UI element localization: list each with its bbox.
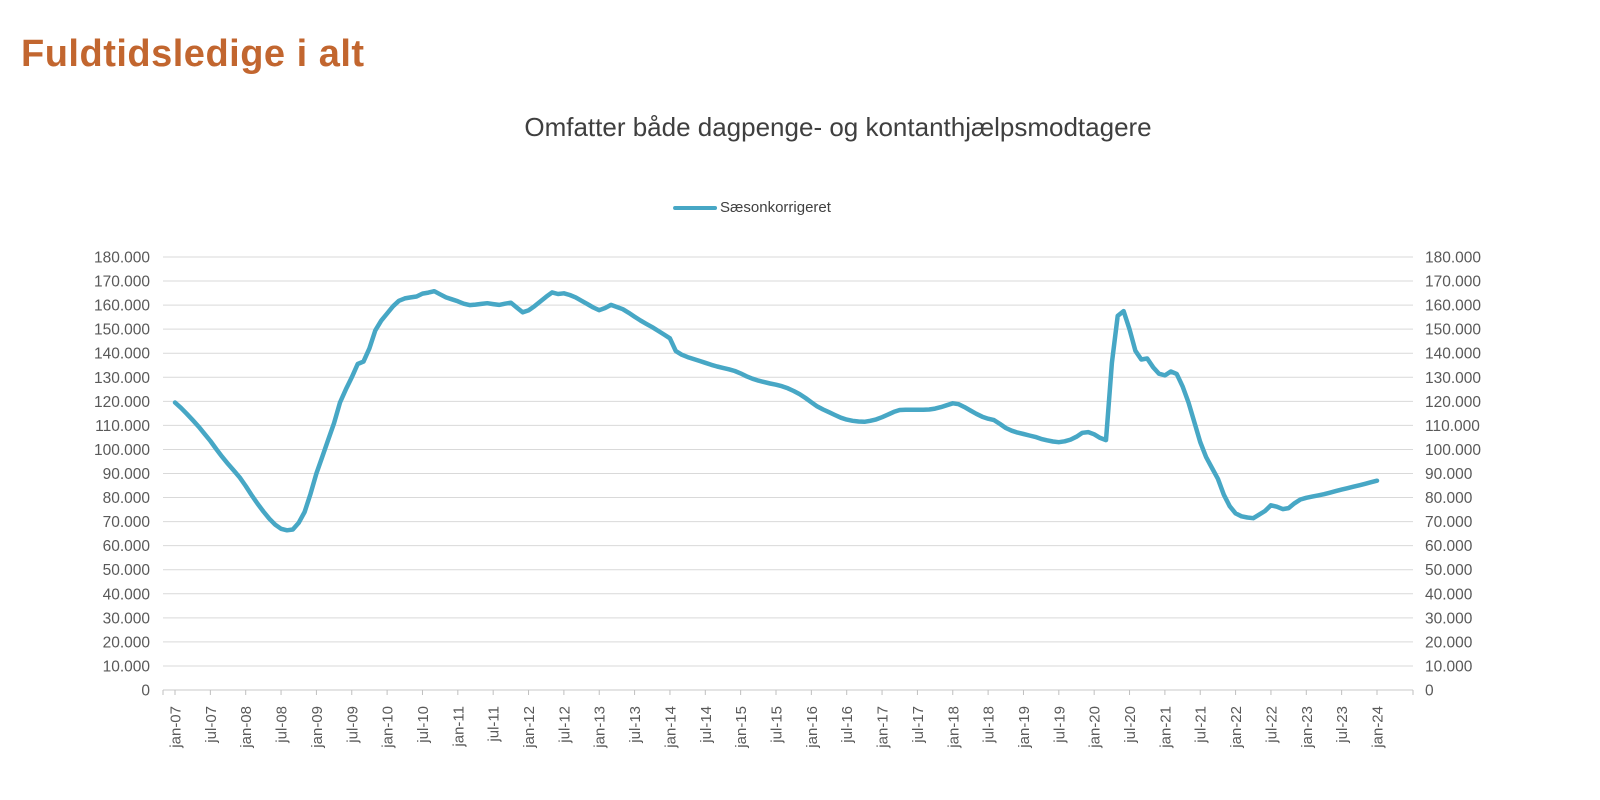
y-axis-label-right: 0 <box>1425 683 1434 700</box>
chart-title: Omfatter både dagpenge- og kontanthjælps… <box>524 112 1152 142</box>
x-axis-label: jan-12 <box>521 706 538 749</box>
x-axis-label: jan-22 <box>1228 706 1245 749</box>
x-axis-label: jan-18 <box>945 706 962 749</box>
y-axis-label-right: 60.000 <box>1425 538 1473 555</box>
y-axis-label-right: 50.000 <box>1425 562 1473 579</box>
x-axis-label: jan-15 <box>733 706 750 749</box>
y-axis-label-right: 70.000 <box>1425 514 1473 531</box>
x-axis-label: jan-24 <box>1370 706 1387 749</box>
y-axis-label-right: 170.000 <box>1425 274 1481 291</box>
y-axis-label-left: 160.000 <box>94 298 150 315</box>
y-axis-label-right: 80.000 <box>1425 490 1473 507</box>
y-axis-label-left: 100.000 <box>94 442 150 459</box>
y-axis-label-left: 90.000 <box>103 466 151 483</box>
x-axis-label: jan-17 <box>875 706 892 749</box>
chart-legend: Sæsonkorrigeret <box>673 199 831 216</box>
y-axis-label-left: 0 <box>141 683 150 700</box>
y-axis-label-left: 70.000 <box>103 514 151 531</box>
legend-series-label: Sæsonkorrigeret <box>720 199 831 216</box>
y-axis-label-right: 90.000 <box>1425 466 1473 483</box>
x-axis-label: jan-21 <box>1157 706 1174 749</box>
y-axis-label-right: 10.000 <box>1425 658 1473 675</box>
y-axis-label-right: 130.000 <box>1425 370 1481 387</box>
x-axis-label: jul-17 <box>910 706 927 744</box>
x-axis-label: jul-12 <box>556 706 573 744</box>
x-axis-label: jul-18 <box>981 706 998 744</box>
y-axis-label-right: 40.000 <box>1425 586 1473 603</box>
page-title: Fuldtidsledige i alt <box>21 33 365 75</box>
series-line-saesonkorrigeret <box>172 288 1380 533</box>
x-axis-label: jul-20 <box>1122 706 1139 744</box>
x-axis-label: jan-23 <box>1299 706 1316 749</box>
y-axis-label-left: 60.000 <box>103 538 151 555</box>
y-axis-label-left: 130.000 <box>94 370 150 387</box>
x-axis-label: jul-10 <box>415 706 432 744</box>
y-axis-label-right: 140.000 <box>1425 346 1481 363</box>
legend-line-swatch-icon <box>673 205 718 210</box>
x-axis-label: jan-09 <box>309 706 326 749</box>
x-axis-label: jul-19 <box>1051 706 1068 744</box>
y-axis-label-left: 50.000 <box>103 562 151 579</box>
x-axis-label: jan-07 <box>168 706 185 749</box>
y-axis-label-left: 80.000 <box>103 490 151 507</box>
y-axis-label-left: 30.000 <box>103 610 151 627</box>
x-axis-label: jul-13 <box>627 706 644 744</box>
x-axis-label: jan-20 <box>1087 706 1104 749</box>
x-axis-label: jul-21 <box>1193 706 1210 744</box>
x-axis-label: jan-08 <box>238 706 255 749</box>
y-axis-label-left: 10.000 <box>103 658 151 675</box>
x-axis-label: jan-16 <box>804 706 821 749</box>
x-axis-label: jul-07 <box>203 706 220 744</box>
y-axis-label-right: 150.000 <box>1425 322 1481 339</box>
x-axis-label: jul-15 <box>769 706 786 744</box>
x-axis-label: jul-23 <box>1334 706 1351 744</box>
y-axis-label-left: 180.000 <box>94 250 150 267</box>
y-axis-label-left: 40.000 <box>103 586 151 603</box>
y-axis-label-right: 30.000 <box>1425 610 1473 627</box>
y-axis-label-right: 160.000 <box>1425 298 1481 315</box>
x-axis-label: jan-19 <box>1016 706 1033 749</box>
y-axis-label-right: 180.000 <box>1425 250 1481 267</box>
y-axis-label-left: 120.000 <box>94 394 150 411</box>
y-axis-label-left: 170.000 <box>94 274 150 291</box>
x-axis-label: jan-11 <box>450 706 467 748</box>
y-axis-label-left: 110.000 <box>95 418 150 435</box>
y-axis-label-left: 20.000 <box>103 634 151 651</box>
x-axis-label: jul-08 <box>274 706 291 744</box>
y-axis-label-right: 110.000 <box>1425 418 1480 435</box>
x-axis-label: jul-14 <box>698 706 715 744</box>
x-axis-label: jan-14 <box>662 706 679 749</box>
y-axis-label-left: 150.000 <box>94 322 150 339</box>
y-axis-label-right: 100.000 <box>1425 442 1481 459</box>
x-axis-label: jan-10 <box>380 706 397 749</box>
x-axis-label: jul-09 <box>344 706 361 744</box>
x-axis-label: jan-13 <box>592 706 609 749</box>
y-axis-label-right: 120.000 <box>1425 394 1481 411</box>
y-axis-label-left: 140.000 <box>94 346 150 363</box>
y-axis-label-right: 20.000 <box>1425 634 1473 651</box>
x-axis-label: jul-16 <box>839 706 856 744</box>
x-axis-label: jul-22 <box>1263 706 1280 744</box>
x-axis-label: jul-11 <box>486 706 503 743</box>
